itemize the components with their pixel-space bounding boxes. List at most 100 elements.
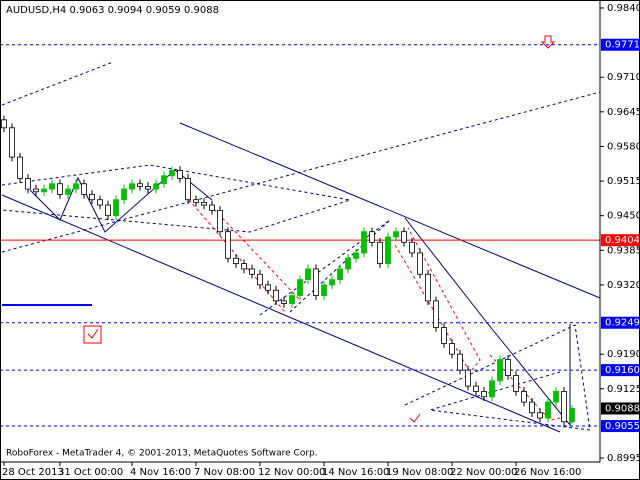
candle-body (225, 231, 231, 259)
y-tick-label: 0.9450 (607, 211, 640, 222)
x-tick-label: 7 Nov 08:00 (194, 467, 255, 478)
check-icon (409, 413, 421, 423)
candle-body (465, 369, 471, 387)
level-label: 0.9160 (605, 365, 640, 376)
candle-body (273, 289, 279, 302)
level-label: 0.9088 (605, 403, 640, 414)
level-label: 0.9771 (605, 40, 640, 51)
trend-line (1, 61, 114, 106)
x-tick-label: 4 Nov 16:00 (130, 467, 191, 478)
level-label: 0.9404 (605, 235, 640, 246)
candle-body (209, 204, 215, 211)
candle-body (457, 353, 463, 371)
wave-line (404, 217, 571, 427)
candle-body (185, 178, 191, 201)
candle-body (281, 300, 287, 304)
candle-body (25, 178, 31, 190)
candle-body (137, 183, 143, 187)
candles (1, 115, 575, 427)
level-label-box (601, 420, 639, 433)
level-label-box (601, 234, 639, 247)
x-tick-label: 26 Nov 16:00 (514, 467, 581, 478)
candle-body (49, 183, 55, 190)
y-tick-label: 0.9645 (607, 107, 640, 118)
candle-body (409, 241, 415, 254)
trend-line (179, 122, 601, 299)
candle-body (441, 327, 447, 344)
candle-body (305, 268, 311, 280)
candle-body (313, 268, 319, 296)
candle-body (417, 252, 423, 275)
candle-body (289, 295, 295, 304)
candle-body (33, 188, 39, 193)
candle-body (129, 183, 135, 190)
candle-body (89, 193, 95, 201)
y-tick-label: 0.9385 (607, 245, 640, 256)
candle-body (329, 279, 335, 286)
candle-body (73, 183, 79, 190)
candle-body (97, 199, 103, 206)
candle-body (361, 231, 367, 254)
candle-body (521, 391, 527, 403)
arrow-icon (540, 35, 556, 49)
candle-body (105, 204, 111, 217)
y-tick-label: 0.9710 (607, 72, 640, 83)
candle-body (145, 185, 151, 190)
candle-body (153, 183, 159, 190)
y-tick-label: 0.9580 (607, 141, 640, 152)
candle-body (337, 268, 343, 280)
candle-body (201, 201, 207, 206)
candle-body (481, 391, 487, 398)
candle-body (489, 380, 495, 398)
check-icon (87, 328, 99, 339)
candle-body (161, 175, 167, 185)
candle-body (545, 401, 551, 419)
candle-body (121, 188, 127, 201)
candle-body (553, 391, 559, 403)
x-tick-label: 19 Nov 08:00 (386, 467, 453, 478)
candle-body (401, 231, 407, 243)
candle-body (537, 412, 543, 419)
triangle (404, 324, 591, 431)
candle-body (353, 252, 359, 259)
candle-body (433, 300, 439, 328)
level-label-box (601, 38, 639, 51)
candle-body (385, 236, 391, 265)
candle-body (369, 231, 375, 243)
y-tick-label: 0.9320 (607, 280, 640, 291)
level-label: 0.9055 (605, 421, 640, 432)
candle-body (561, 391, 567, 423)
candle-body (345, 257, 351, 270)
candle-body (249, 268, 255, 275)
x-tick-label: 14 Nov 16:00 (322, 467, 389, 478)
candle-body (41, 188, 47, 193)
candle-body (217, 209, 223, 233)
candle-body (81, 183, 87, 195)
footer: RoboForex - MetaTrader 4, © 2001-2013, M… (6, 449, 318, 459)
level-label-box (601, 402, 639, 415)
candle-body (169, 170, 175, 177)
candle-body (177, 170, 183, 179)
candle-body (65, 188, 71, 195)
y-tick-label: 0.8995 (607, 453, 640, 464)
candle-body (321, 284, 327, 296)
trend-line (1, 194, 561, 433)
candle-body (505, 359, 511, 376)
x-tick-label: 12 Nov 00:00 (258, 467, 325, 478)
candle-body (9, 127, 15, 158)
candle-body (57, 183, 63, 195)
candle-body (241, 263, 247, 270)
candle-body (377, 241, 383, 265)
y-tick-label: 0.9190 (607, 349, 640, 360)
candle-body (297, 279, 303, 296)
level-label: 0.9249 (605, 318, 640, 329)
candle-body (113, 199, 119, 217)
check-box (83, 325, 102, 344)
y-tick-label: 0.9125 (607, 384, 640, 395)
candle-body (449, 343, 455, 355)
analysis-lines (1, 35, 601, 433)
candle-body (193, 199, 199, 203)
candle-body (569, 408, 575, 423)
candle-body (473, 385, 479, 392)
